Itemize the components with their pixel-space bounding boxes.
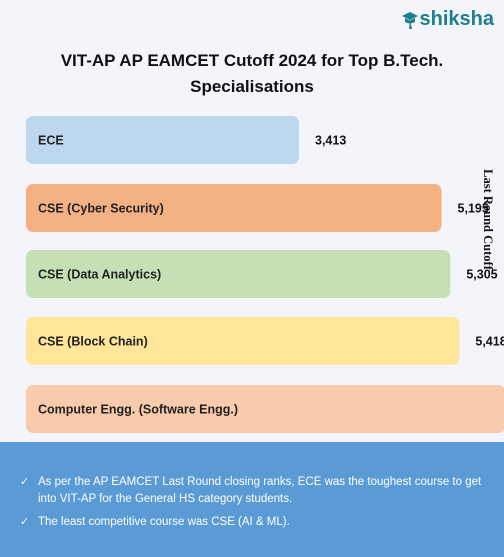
chart-title-line-1: VIT-AP AP EAMCET Cutoff 2024 for Top B.T…: [60, 51, 444, 70]
axis-label-y: Last Round Cutoff: [481, 169, 496, 270]
bar-chart: ECE 3,413 CSE (Cyber Security) 5,195 CSE (Da…: [26, 116, 504, 433]
note-item: ✓ As per the AP EAMCET Last Round closin…: [18, 474, 490, 508]
category-label: CSE (Cyber Security): [38, 202, 164, 216]
note-text: As per the AP EAMCET Last Round closing …: [38, 476, 482, 505]
notes-list: ✓ As per the AP EAMCET Last Round closin…: [18, 474, 490, 531]
graduation-cap-icon: [401, 12, 418, 29]
bar: [26, 385, 504, 433]
category-label: Computer Engg. (Software Engg.): [38, 403, 238, 417]
chart-title: VIT-AP AP EAMCET Cutoff 2024 for Top B.T…: [0, 48, 504, 100]
category-label: ECE: [38, 134, 64, 148]
category-label: CSE (Data Analytics): [38, 268, 161, 282]
note-item: ✓ The least competitive course was CSE (…: [18, 514, 490, 531]
bar: [26, 116, 299, 164]
category-label: CSE (Block Chain): [38, 335, 148, 349]
bar: [26, 317, 460, 365]
data-label: 3,413: [315, 134, 346, 148]
bar: [26, 184, 442, 232]
data-label: 5,305: [466, 268, 497, 282]
bar: [26, 250, 451, 298]
notes-panel: ✓ As per the AP EAMCET Last Round closin…: [0, 442, 504, 557]
chart-title-line-2: Specialisations: [190, 77, 314, 96]
data-label: 5,418: [475, 335, 504, 349]
check-icon: ✓: [20, 516, 30, 528]
note-text: The least competitive course was CSE (AI…: [38, 516, 290, 528]
brand-name: shiksha: [419, 8, 494, 30]
data-label: 5,195: [458, 202, 489, 216]
brand-logo: shiksha: [401, 8, 494, 31]
check-icon: ✓: [20, 476, 30, 488]
